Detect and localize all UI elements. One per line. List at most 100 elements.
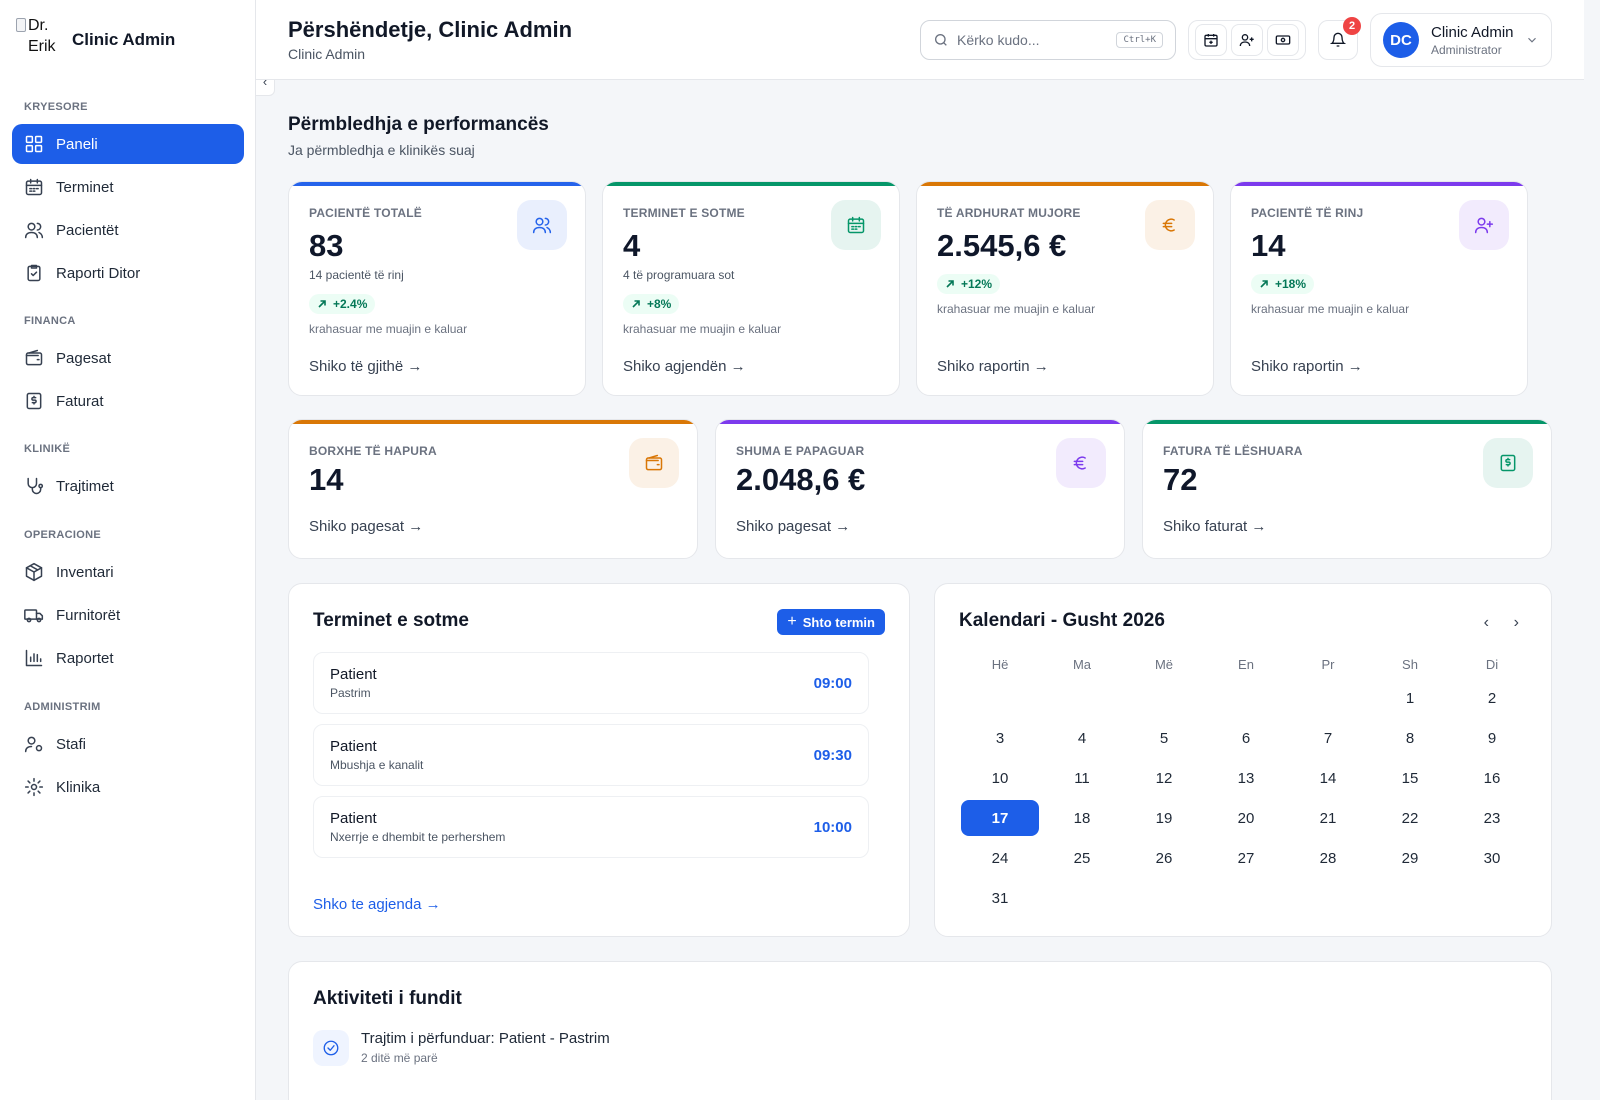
- calendar-day-number: 31: [991, 889, 1009, 907]
- calendar-day[interactable]: 2: [1451, 678, 1533, 718]
- calendar-day[interactable]: 19: [1123, 798, 1205, 838]
- calendar-day[interactable]: 14: [1287, 758, 1369, 798]
- calendar-day[interactable]: 6: [1205, 718, 1287, 758]
- calendar-day[interactable]: 9: [1451, 718, 1533, 758]
- calendar-day[interactable]: 31: [959, 878, 1041, 918]
- stat-card-paciente-te-rinj: PACIENTË TË RINJ 14 +18% krahasuar me muaji…: [1230, 181, 1528, 396]
- grid-icon-wrap: [24, 134, 44, 154]
- trend-badge: +8%: [623, 294, 680, 314]
- calendar-day-number: 20: [1237, 809, 1255, 827]
- appointment-item[interactable]: Patient Pastrim 09:00: [313, 652, 869, 714]
- stat-link[interactable]: Shiko agjendën →: [623, 358, 746, 375]
- calendar-day-today[interactable]: 17: [959, 798, 1041, 838]
- calendar-day[interactable]: 8: [1369, 718, 1451, 758]
- wallet-icon: [645, 454, 663, 471]
- calendar-day-number: 18: [1073, 809, 1091, 827]
- calendar-day[interactable]: 29: [1369, 838, 1451, 878]
- calendar-day[interactable]: 1: [1369, 678, 1451, 718]
- calendar-day[interactable]: 13: [1205, 758, 1287, 798]
- sidebar-item-pacientet[interactable]: Pacientët: [12, 210, 244, 250]
- sidebar-item-raportet[interactable]: Raportet: [12, 638, 244, 678]
- sidebar-item-label: Pagesat: [56, 349, 112, 367]
- agenda-link[interactable]: Shko te agjenda →: [313, 896, 441, 913]
- sidebar-item-pagesat[interactable]: Pagesat: [12, 338, 244, 378]
- stat-card-accent: [1231, 182, 1527, 186]
- add-appointment-button[interactable]: + Shto termin: [777, 609, 885, 635]
- nav-section-title: ADMINISTRIM: [24, 701, 101, 713]
- nav-section-financa: FINANCA Pagesat Faturat: [0, 314, 256, 421]
- calendar-weekday: Di: [1485, 656, 1499, 672]
- trend-value: +2.4%: [333, 297, 368, 311]
- nav-section-klinike: KLINIKË Trajtimet: [0, 442, 256, 506]
- global-search[interactable]: Ctrl+K: [920, 20, 1176, 60]
- calendar-day[interactable]: 11: [1041, 758, 1123, 798]
- calendar-next-button[interactable]: ›: [1514, 614, 1519, 632]
- stat-value: 72: [1163, 462, 1198, 497]
- stat-card-accent: [289, 420, 697, 424]
- appointment-item[interactable]: Patient Nxerrje e dhembit te perhershem 10…: [313, 796, 869, 858]
- sidebar-item-label: Raporti Ditor: [56, 264, 141, 282]
- calendar-day[interactable]: 23: [1451, 798, 1533, 838]
- sidebar-item-paneli[interactable]: Paneli: [12, 124, 244, 164]
- calendar-day[interactable]: 26: [1123, 838, 1205, 878]
- calendar-day[interactable]: 3: [959, 718, 1041, 758]
- package-icon-wrap: [24, 562, 44, 582]
- calendar-day[interactable]: 22: [1369, 798, 1451, 838]
- calendar-weekday: Ma: [1072, 656, 1092, 672]
- stat-link[interactable]: Shiko raportin →: [1251, 358, 1363, 375]
- invoice-icon: [1500, 454, 1516, 472]
- calendar-day[interactable]: 15: [1369, 758, 1451, 798]
- calendar-day[interactable]: 24: [959, 838, 1041, 878]
- sidebar-item-klinika[interactable]: Klinika: [12, 767, 244, 807]
- calendar-day[interactable]: 5: [1123, 718, 1205, 758]
- page-scrollbar[interactable]: [1584, 0, 1600, 1100]
- calendar-day[interactable]: 20: [1205, 798, 1287, 838]
- calendar-day[interactable]: 18: [1041, 798, 1123, 838]
- sidebar-item-raporti-ditor[interactable]: Raporti Ditor: [12, 253, 244, 293]
- stat-subtext: 14 pacientë të rinj: [309, 268, 404, 282]
- calendar-day[interactable]: 30: [1451, 838, 1533, 878]
- notifications-button[interactable]: 2: [1318, 17, 1361, 60]
- new-payment-button[interactable]: [1267, 24, 1299, 56]
- calendar-day[interactable]: 12: [1123, 758, 1205, 798]
- calendar-week: 17 18 19 20 21 22 23: [959, 798, 1533, 838]
- activity-item[interactable]: Trajtim i përfunduar: Patient - Pastrim 2…: [313, 1030, 610, 1066]
- user-name: Clinic Admin: [1431, 23, 1514, 41]
- calendar-empty-cell: [1451, 878, 1533, 918]
- activity-title: Aktiviteti i fundit: [313, 988, 462, 1009]
- new-appointment-button[interactable]: [1195, 24, 1227, 56]
- truck-icon-wrap: [24, 605, 44, 625]
- stat-link[interactable]: Shiko raportin →: [937, 358, 1049, 375]
- calendar-day[interactable]: 27: [1205, 838, 1287, 878]
- calendar-day[interactable]: 4: [1041, 718, 1123, 758]
- calendar-prev-button[interactable]: ‹: [1484, 614, 1489, 632]
- stat-link[interactable]: Shiko të gjithë →: [309, 358, 423, 375]
- calendar-day[interactable]: 10: [959, 758, 1041, 798]
- sidebar-item-furnitoret[interactable]: Furnitorët: [12, 595, 244, 635]
- sidebar-item-stafi[interactable]: Stafi: [12, 724, 244, 764]
- appointment-item[interactable]: Patient Mbushja e kanalit 09:30: [313, 724, 869, 786]
- new-patient-button[interactable]: [1231, 24, 1263, 56]
- calendar-day-number: 26: [1155, 849, 1173, 867]
- stat-link[interactable]: Shiko pagesat →: [309, 518, 424, 535]
- calendar-day[interactable]: 7: [1287, 718, 1369, 758]
- calendar-day[interactable]: 16: [1451, 758, 1533, 798]
- search-input[interactable]: [957, 32, 1107, 48]
- calendar-day[interactable]: 28: [1287, 838, 1369, 878]
- calendar-day[interactable]: 25: [1041, 838, 1123, 878]
- calendar-empty-cell: [959, 678, 1041, 718]
- user-plus-icon: [1239, 34, 1254, 47]
- sidebar-item-terminet[interactable]: Terminet: [12, 167, 244, 207]
- brand[interactable]: Dr. Erik Clinic Admin: [0, 0, 255, 80]
- calendar-day[interactable]: 21: [1287, 798, 1369, 838]
- stat-link[interactable]: Shiko pagesat →: [736, 518, 851, 535]
- sidebar-item-faturat[interactable]: Faturat: [12, 381, 244, 421]
- sidebar-item-inventari[interactable]: Inventari: [12, 552, 244, 592]
- calendar-title: Kalendari - Gusht 2026: [959, 610, 1165, 631]
- stat-card-accent: [917, 182, 1213, 186]
- user-menu[interactable]: DC Clinic Admin Administrator: [1370, 13, 1552, 67]
- stat-link[interactable]: Shiko faturat →: [1163, 518, 1267, 535]
- stat-icon-box: [517, 200, 567, 250]
- calendar-day-number: 4: [1077, 729, 1087, 747]
- sidebar-item-trajtimet[interactable]: Trajtimet: [12, 466, 244, 506]
